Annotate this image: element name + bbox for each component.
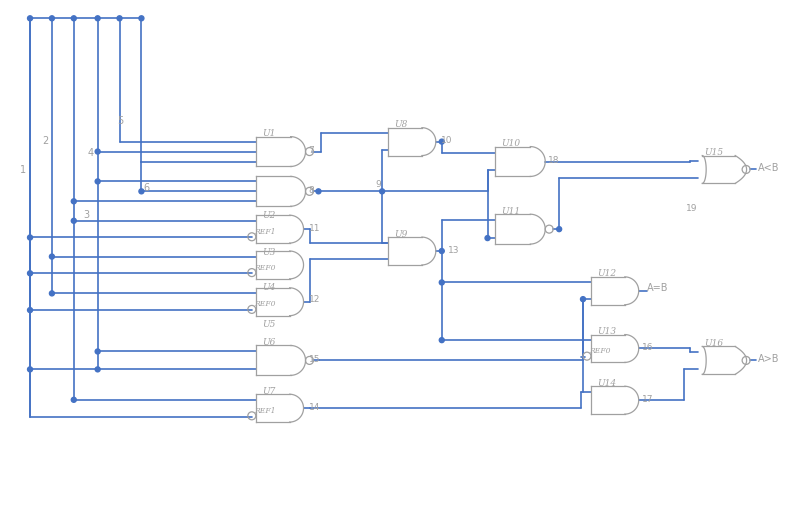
Text: U9: U9 [394,229,407,238]
Circle shape [557,227,561,232]
Circle shape [485,236,490,241]
Circle shape [316,189,321,194]
Text: 18: 18 [549,156,560,165]
Circle shape [95,150,100,155]
Text: 19: 19 [687,204,698,212]
Text: U13: U13 [597,326,616,335]
Circle shape [439,140,444,145]
Text: U12: U12 [597,269,616,278]
Text: 12: 12 [309,295,320,304]
Text: A<B: A<B [758,163,780,173]
Text: 1: 1 [20,165,26,175]
Text: REF0: REF0 [253,263,275,271]
Circle shape [95,349,100,354]
Text: 14: 14 [309,402,320,411]
Text: A>B: A>B [758,354,780,364]
Circle shape [71,200,76,205]
Circle shape [581,297,585,302]
Circle shape [439,338,444,343]
Text: 16: 16 [642,343,653,351]
Text: 6: 6 [144,183,149,193]
Text: 3: 3 [83,210,90,220]
Text: U3: U3 [261,247,275,256]
Text: 7: 7 [309,146,314,155]
Circle shape [27,367,33,372]
Circle shape [27,271,33,276]
Circle shape [50,254,55,260]
Text: U15: U15 [704,148,723,157]
Text: U2: U2 [261,210,275,219]
Circle shape [139,17,144,22]
Circle shape [439,280,444,286]
Circle shape [27,308,33,313]
Circle shape [95,367,100,372]
Text: U10: U10 [501,139,520,148]
Text: REF1: REF1 [253,228,275,235]
Text: REF0: REF0 [589,347,610,354]
Circle shape [27,236,33,241]
Circle shape [50,291,55,296]
Text: U4: U4 [261,283,275,292]
Text: 5: 5 [118,116,124,126]
Text: 9: 9 [375,180,381,188]
Circle shape [139,189,144,194]
Circle shape [50,17,55,22]
Circle shape [95,180,100,185]
Text: REF1: REF1 [253,406,275,414]
Text: 11: 11 [309,223,320,232]
Text: U11: U11 [501,206,520,215]
Text: U5: U5 [261,320,275,328]
Circle shape [439,249,444,254]
Circle shape [95,17,100,22]
Text: A=B: A=B [646,282,668,292]
Text: 15: 15 [309,354,320,363]
Circle shape [71,219,76,224]
Text: 8: 8 [309,185,314,194]
Circle shape [117,17,122,22]
Circle shape [379,189,385,194]
Circle shape [71,398,76,403]
Text: U6: U6 [261,337,275,346]
Text: 10: 10 [441,136,452,145]
Circle shape [71,17,76,22]
Text: REF0: REF0 [253,300,275,308]
Circle shape [27,17,33,22]
Text: 13: 13 [448,245,460,254]
Text: U8: U8 [394,120,407,129]
Text: U16: U16 [704,338,723,347]
Text: U7: U7 [261,386,275,395]
Text: U14: U14 [597,378,616,387]
Text: 2: 2 [42,135,48,146]
Text: 17: 17 [642,394,653,403]
Text: 4: 4 [87,147,94,157]
Text: U1: U1 [261,129,275,138]
